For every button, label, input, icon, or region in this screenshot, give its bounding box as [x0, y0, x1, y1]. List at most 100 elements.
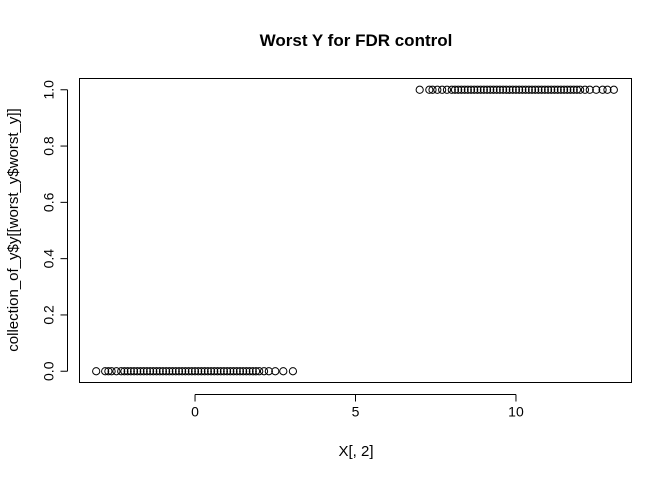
- data-point: [197, 367, 206, 376]
- data-point: [229, 367, 238, 376]
- y-tick-label: 1.0: [41, 80, 57, 100]
- data-point: [117, 367, 126, 376]
- data-point: [101, 367, 110, 376]
- x-tick-label: 5: [352, 404, 360, 420]
- data-point: [158, 367, 168, 376]
- data-point: [457, 85, 466, 94]
- data-point: [524, 85, 533, 94]
- data-point: [165, 367, 174, 376]
- data-point: [537, 85, 546, 94]
- data-point: [174, 367, 184, 376]
- x-tick-label: 0: [191, 404, 199, 420]
- y-axis-label: collection_of_y$y[[worst_y$worst_y]]: [5, 108, 22, 351]
- data-point: [279, 367, 288, 376]
- data-point: [251, 367, 261, 376]
- data-point: [534, 85, 543, 94]
- data-point: [428, 85, 437, 94]
- chart-title: Worst Y for FDR control: [260, 31, 453, 50]
- data-point: [155, 367, 164, 376]
- data-point: [547, 85, 556, 94]
- data-point: [447, 85, 456, 94]
- data-point: [566, 85, 575, 94]
- data-point: [171, 367, 180, 376]
- data-point: [442, 85, 452, 94]
- data-point: [206, 367, 216, 376]
- data-point: [190, 367, 200, 376]
- data-point: [129, 367, 139, 376]
- data-point: [479, 85, 488, 94]
- data-point: [162, 367, 171, 376]
- data-point: [112, 367, 121, 376]
- data-point: [508, 85, 517, 94]
- data-point: [232, 367, 241, 376]
- data-point: [245, 367, 254, 376]
- y-tick-label: 0.2: [41, 305, 57, 325]
- data-point: [489, 85, 498, 94]
- data-point: [126, 367, 135, 376]
- data-point: [255, 367, 264, 376]
- data-point: [460, 85, 469, 94]
- data-point: [136, 367, 145, 376]
- data-point: [495, 85, 505, 94]
- data-point: [499, 85, 508, 94]
- data-point: [194, 367, 203, 376]
- data-point: [415, 85, 424, 94]
- data-point: [476, 85, 485, 94]
- data-point: [511, 85, 521, 94]
- data-point: [152, 367, 161, 376]
- data-point: [540, 85, 549, 94]
- data-point: [572, 85, 582, 94]
- data-point: [425, 85, 434, 94]
- data-point: [492, 85, 501, 94]
- data-point: [203, 367, 212, 376]
- x-axis: 0 5 10: [191, 394, 524, 420]
- data-point: [521, 85, 530, 94]
- data-point: [259, 367, 269, 376]
- data-point: [226, 367, 235, 376]
- data-point: [543, 85, 553, 94]
- data-point: [473, 85, 482, 94]
- data-point: [104, 367, 113, 376]
- data-point: [603, 85, 612, 94]
- x-axis-label: X[, 2]: [338, 443, 373, 460]
- data-point: [242, 367, 251, 376]
- data-point: [502, 85, 511, 94]
- plot-frame: [79, 78, 632, 383]
- data-point: [553, 85, 562, 94]
- data-point: [592, 85, 601, 94]
- data-point: [264, 367, 273, 376]
- data-point: [187, 367, 196, 376]
- data-point: [146, 367, 155, 376]
- data-point: [560, 85, 569, 94]
- data-point: [288, 367, 298, 376]
- x-tick-label: 10: [508, 404, 524, 420]
- data-point: [139, 367, 148, 376]
- data-point: [142, 367, 151, 376]
- data-point: [168, 367, 177, 376]
- data-point: [239, 367, 248, 376]
- data-point: [200, 367, 209, 376]
- data-point: [550, 85, 559, 94]
- data-point: [438, 85, 447, 94]
- data-point: [450, 85, 460, 94]
- y-tick-label: 0.8: [41, 136, 57, 156]
- data-point: [133, 367, 142, 376]
- data-point: [563, 85, 572, 94]
- data-point: [178, 367, 187, 376]
- data-points: [92, 85, 618, 376]
- data-point: [107, 367, 116, 376]
- data-point: [531, 85, 540, 94]
- data-point: [216, 367, 225, 376]
- data-point: [454, 85, 463, 94]
- data-point: [556, 85, 565, 94]
- data-point: [482, 85, 492, 94]
- data-point: [184, 367, 193, 376]
- data-point: [470, 85, 479, 94]
- data-point: [149, 367, 158, 376]
- data-point: [223, 367, 232, 376]
- data-point: [219, 367, 229, 376]
- y-tick-label: 0.6: [41, 192, 57, 212]
- data-point: [123, 367, 132, 376]
- data-point: [569, 85, 578, 94]
